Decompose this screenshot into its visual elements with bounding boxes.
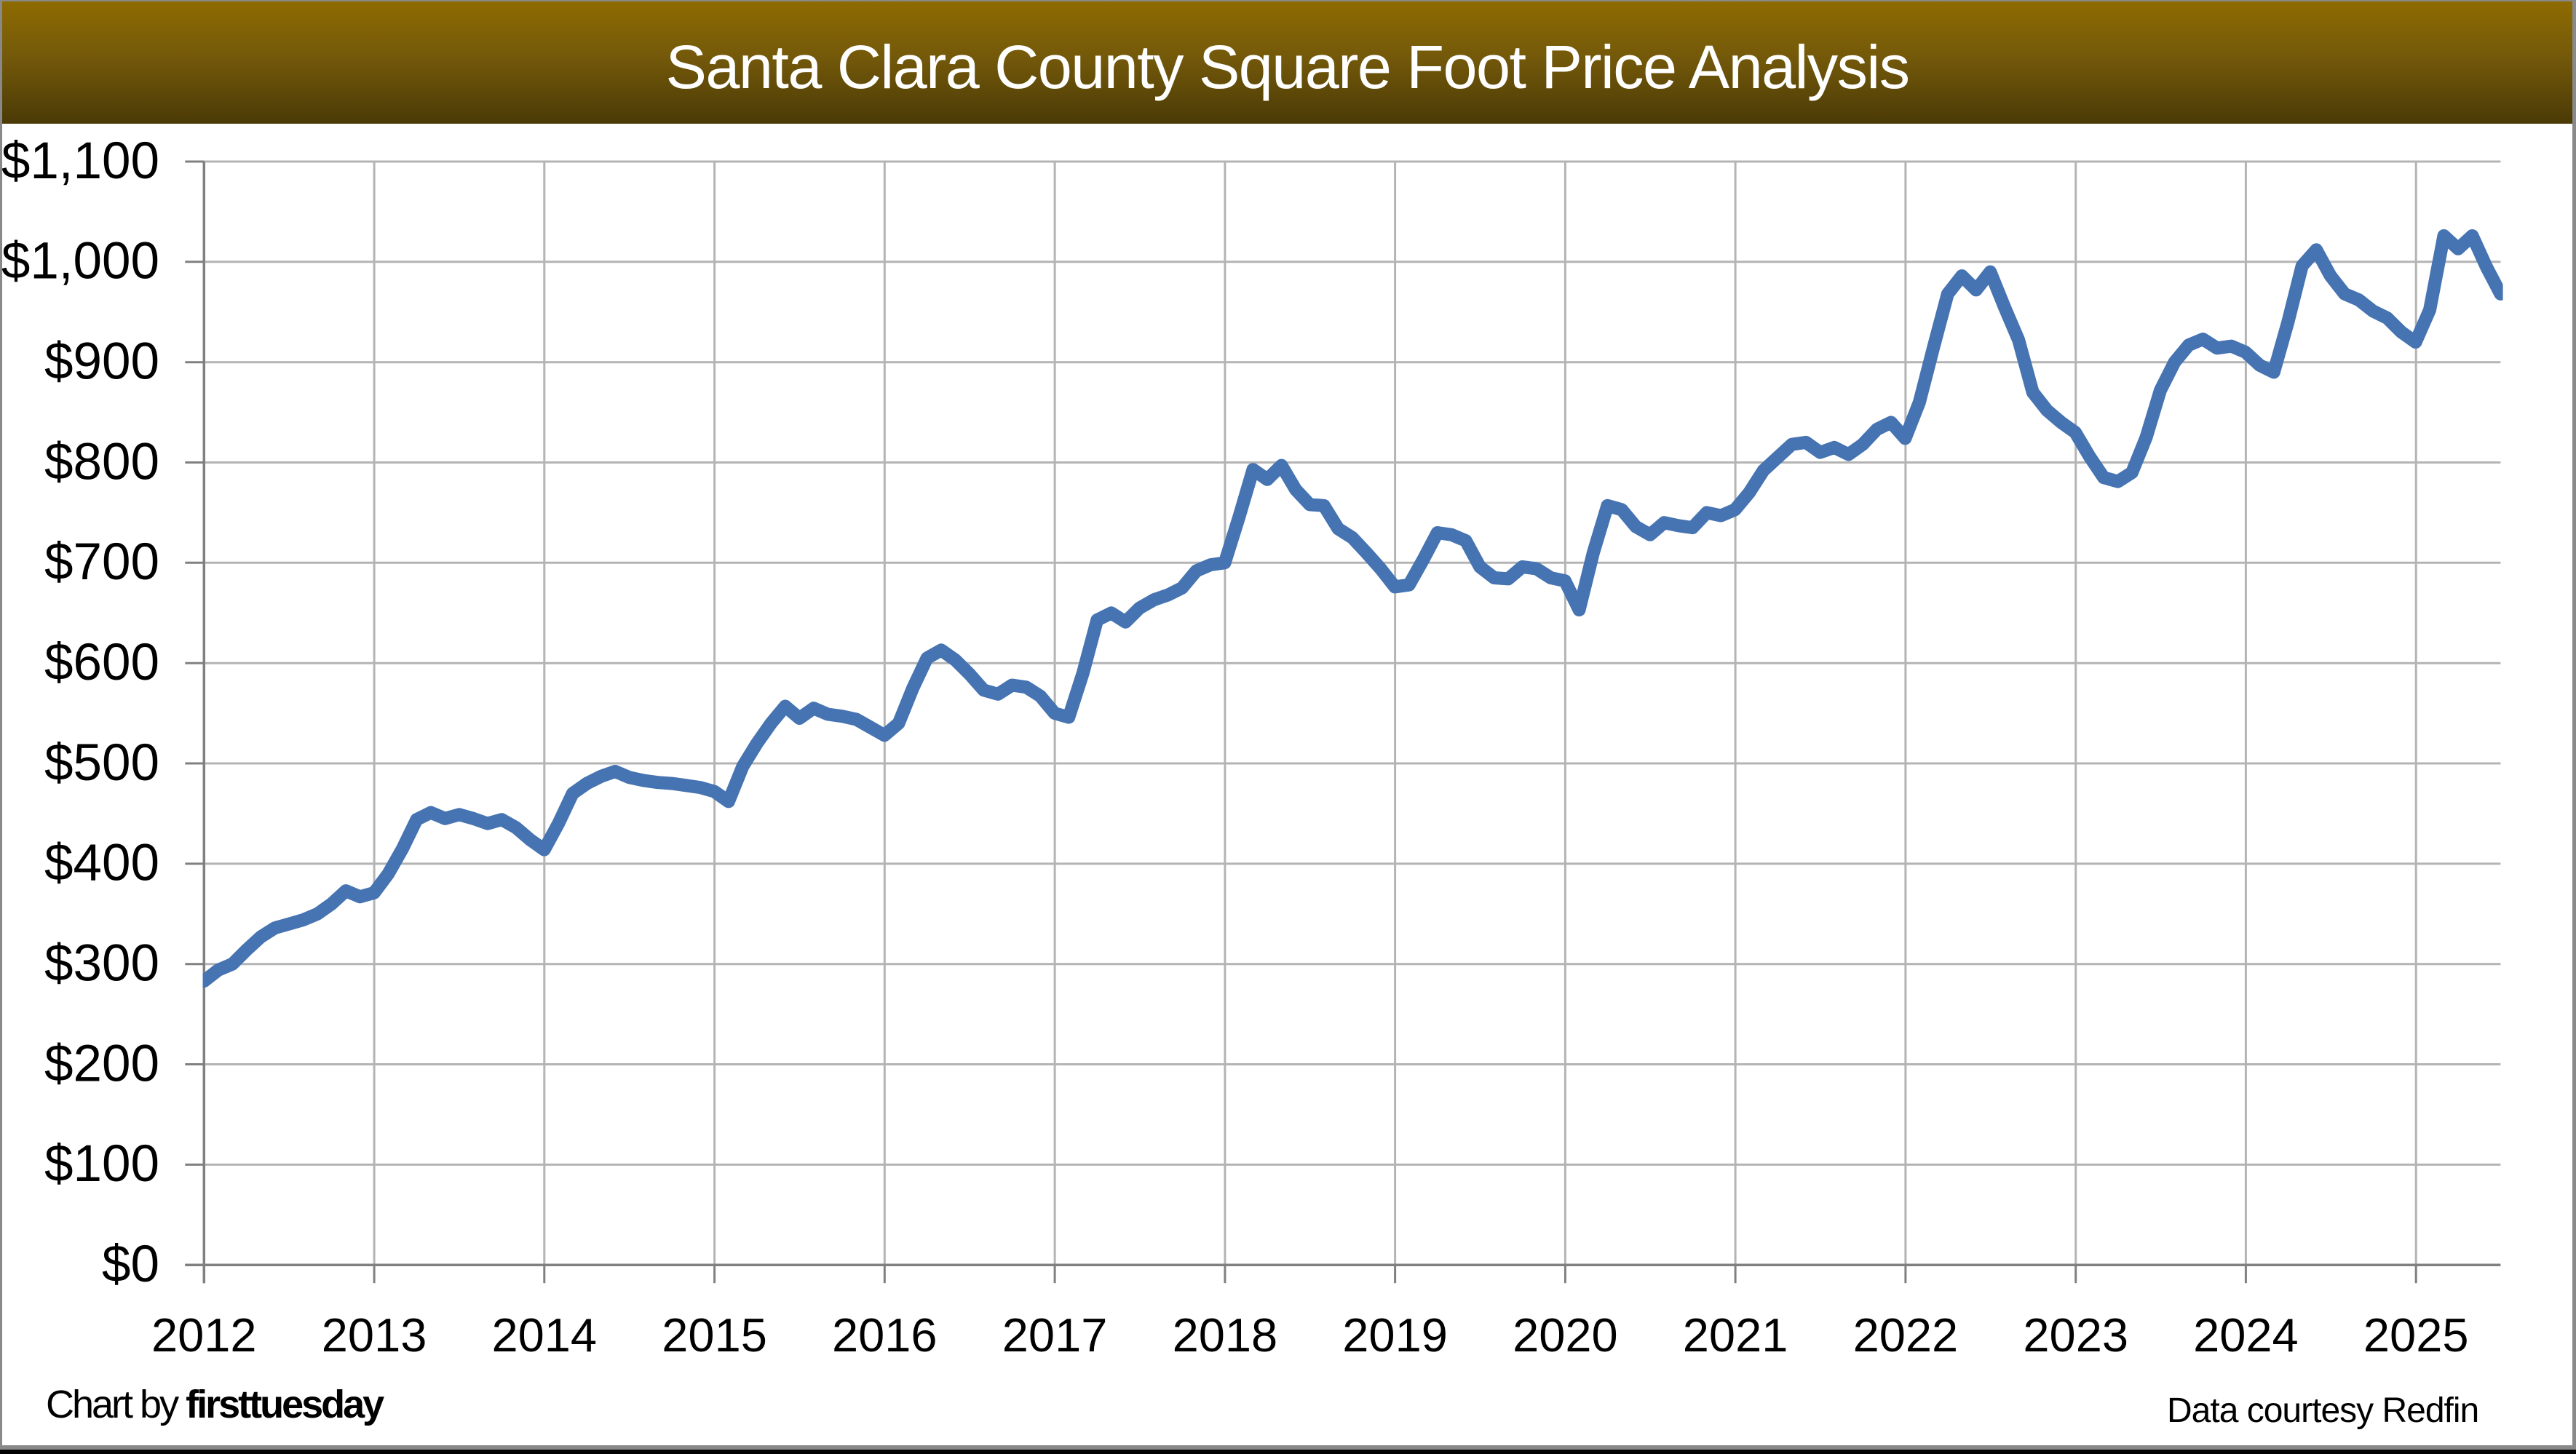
svg-text:$500: $500 — [44, 734, 159, 792]
svg-text:2013: 2013 — [322, 1308, 427, 1362]
svg-text:2023: 2023 — [2023, 1308, 2128, 1362]
svg-text:$100: $100 — [44, 1135, 159, 1193]
svg-text:2018: 2018 — [1173, 1308, 1278, 1362]
svg-text:2019: 2019 — [1342, 1308, 1448, 1362]
svg-text:$400: $400 — [44, 835, 159, 892]
svg-text:2012: 2012 — [151, 1308, 257, 1362]
svg-text:$800: $800 — [44, 433, 159, 490]
svg-text:2014: 2014 — [491, 1308, 597, 1362]
svg-text:$900: $900 — [44, 333, 159, 390]
svg-text:2016: 2016 — [832, 1308, 938, 1362]
svg-text:$700: $700 — [44, 533, 159, 591]
svg-text:2025: 2025 — [2363, 1308, 2469, 1362]
svg-text:$600: $600 — [44, 634, 159, 691]
svg-text:$0: $0 — [102, 1236, 159, 1293]
svg-text:2024: 2024 — [2193, 1308, 2299, 1362]
svg-text:$1,100: $1,100 — [1, 132, 159, 190]
svg-text:$1,000: $1,000 — [1, 233, 159, 290]
svg-text:2015: 2015 — [662, 1308, 767, 1362]
svg-text:2021: 2021 — [1683, 1308, 1788, 1362]
svg-text:$300: $300 — [44, 934, 159, 992]
svg-text:2020: 2020 — [1513, 1308, 1618, 1362]
svg-text:2022: 2022 — [1853, 1308, 1959, 1362]
svg-text:$200: $200 — [44, 1035, 159, 1092]
svg-text:2017: 2017 — [1002, 1308, 1108, 1362]
